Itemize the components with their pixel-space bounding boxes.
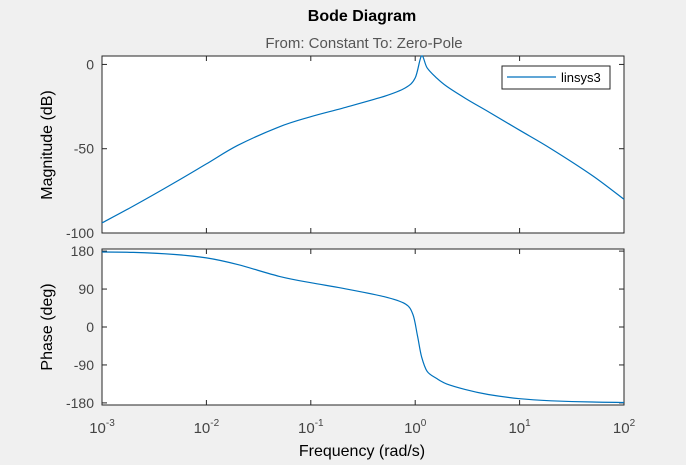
phase-y-tick-labels: 180 90 0 -90 -180 <box>66 243 94 411</box>
x-tick-label: 102 <box>613 418 636 437</box>
legend-entry-linsys3: linsys3 <box>561 70 601 85</box>
chart-subtitle: From: Constant To: Zero-Pole <box>265 35 462 52</box>
x-axis-label: Frequency (rad/s) <box>299 443 425 460</box>
legend[interactable]: linsys3 <box>501 65 611 90</box>
phase-y-axis-label: Phase (deg) <box>39 283 56 370</box>
x-tick-label: 10-1 <box>298 418 324 437</box>
magnitude-series-line <box>101 55 625 224</box>
x-tick-label: 101 <box>508 418 531 437</box>
x-tick-label: 100 <box>404 418 427 437</box>
chart-title: Bode Diagram <box>308 8 416 25</box>
phase-series-line <box>101 251 625 404</box>
magnitude-y-tick-label: -50 <box>74 141 94 157</box>
magnitude-ticks <box>101 56 625 234</box>
phase-y-tick-label: -180 <box>66 395 94 411</box>
phase-y-tick-label: 0 <box>86 319 94 335</box>
x-tick-labels: 10-3 10-2 10-1 100 101 102 <box>89 418 635 437</box>
magnitude-y-tick-label: 0 <box>86 56 94 72</box>
phase-y-tick-label: 180 <box>71 243 95 259</box>
magnitude-y-tick-labels: 0 -50 -100 <box>66 56 94 241</box>
magnitude-y-axis-label: Magnitude (dB) <box>39 90 56 199</box>
phase-y-tick-label: -90 <box>74 357 94 373</box>
phase-y-tick-label: 90 <box>78 281 94 297</box>
phase-axes[interactable] <box>101 248 625 406</box>
magnitude-y-tick-label: -100 <box>66 225 94 241</box>
x-tick-label: 10-3 <box>89 418 115 437</box>
x-tick-label: 10-2 <box>194 418 220 437</box>
